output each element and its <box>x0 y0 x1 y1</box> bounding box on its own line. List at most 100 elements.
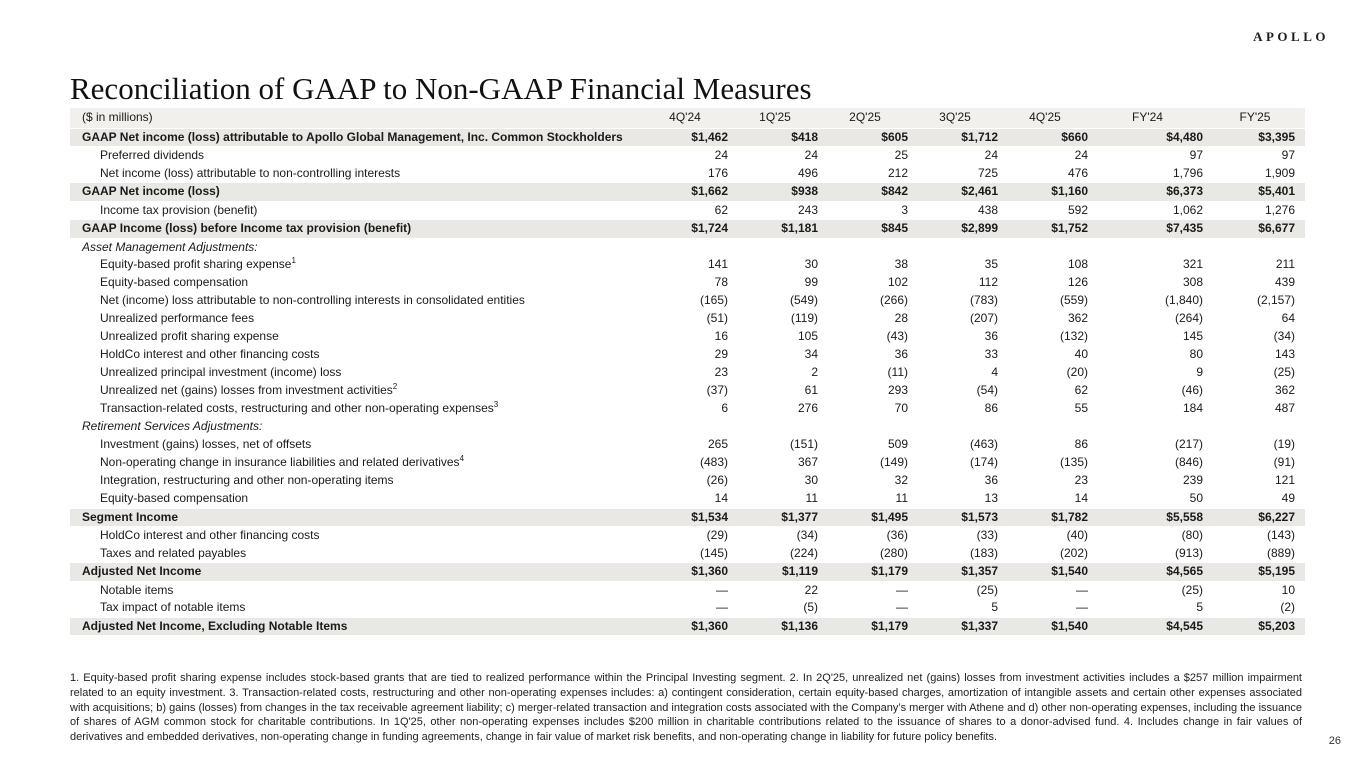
cell-value: (135) <box>1059 455 1088 470</box>
row-label: Unrealized principal investment (income)… <box>100 365 342 380</box>
footnote-ref: 4 <box>459 454 465 464</box>
cell-value: $4,545 <box>1090 616 1205 636</box>
cell-value: (2) <box>1280 600 1295 614</box>
cell-value: 362 <box>1067 311 1088 326</box>
column-header: 4Q'25 <box>1000 108 1090 129</box>
cell-value: 29 <box>714 347 728 362</box>
cell-value <box>1000 418 1090 436</box>
cell-value <box>1205 238 1305 256</box>
row-label: Taxes and related payables <box>100 545 247 560</box>
row-label: Preferred dividends <box>100 148 205 162</box>
cell-value: 487 <box>1274 401 1295 416</box>
cell-value: 36 <box>984 473 998 488</box>
cell-value: $1,662 <box>640 182 730 202</box>
cell-value: 141 <box>707 257 728 272</box>
cell-value: 16 <box>714 329 728 344</box>
cell-value: (2,157) <box>1256 293 1295 308</box>
row-label: Integration, restructuring and other non… <box>100 473 394 488</box>
cell-value: $605 <box>820 127 910 147</box>
cell-value: (549) <box>789 293 818 308</box>
row-label: Income tax provision (benefit) <box>100 202 258 217</box>
row-label: Equity-based compensation <box>100 491 249 505</box>
unit-label: ($ in millions) <box>70 108 640 129</box>
cell-value: — <box>896 582 908 597</box>
cell-value: (119) <box>790 311 818 326</box>
cell-value: 321 <box>1182 257 1203 272</box>
cell-value: $1,360 <box>640 616 730 636</box>
cell-value: $3,395 <box>1205 127 1305 147</box>
cell-value: 438 <box>977 202 998 217</box>
cell-value: (46) <box>1181 383 1203 398</box>
table-row: Transaction-related costs, restructuring… <box>70 400 1305 418</box>
table-row: Investment (gains) losses, net of offset… <box>70 436 1305 454</box>
cell-value: 4 <box>991 365 998 380</box>
row-label: Equity-based profit sharing expense1 <box>100 256 296 272</box>
cell-value: 362 <box>1274 383 1295 398</box>
cell-value: 61 <box>804 383 818 398</box>
cell-value: 40 <box>1074 347 1088 362</box>
cell-value: 112 <box>978 275 998 290</box>
row-label: HoldCo interest and other financing cost… <box>100 528 320 542</box>
row-label: GAAP Net income (loss) attributable to A… <box>70 127 640 147</box>
cell-value: 49 <box>1281 491 1295 505</box>
cell-value: 14 <box>1074 491 1088 505</box>
cell-value: — <box>716 582 728 597</box>
cell-value: (463) <box>969 437 998 452</box>
table-row: Retirement Services Adjustments: <box>70 418 1305 436</box>
cell-value: 212 <box>887 165 908 180</box>
row-label: Net (income) loss attributable to non-co… <box>100 293 525 308</box>
cell-value: (217) <box>1174 437 1203 452</box>
cell-value: 23 <box>714 365 728 380</box>
cell-value: 24 <box>984 148 998 162</box>
table-row: Net (income) loss attributable to non-co… <box>70 292 1305 310</box>
cell-value: $1,573 <box>910 507 1000 527</box>
table-row: GAAP Income (loss) before Income tax pro… <box>70 219 1305 239</box>
cell-value: 25 <box>894 148 908 162</box>
cell-value: 308 <box>1182 275 1203 290</box>
cell-value: (20) <box>1066 365 1088 380</box>
cell-value: $1,495 <box>820 507 910 527</box>
row-label: Retirement Services Adjustments: <box>82 419 263 434</box>
cell-value: 265 <box>707 437 728 452</box>
cell-value: 86 <box>1074 437 1088 452</box>
cell-value: 70 <box>894 401 908 416</box>
cell-value: 22 <box>804 582 818 597</box>
cell-value: (51) <box>706 311 728 326</box>
cell-value: 78 <box>714 275 728 290</box>
cell-value: $1,782 <box>1000 507 1090 527</box>
cell-value: 97 <box>1281 148 1295 162</box>
table-row: GAAP Net income (loss) attributable to A… <box>70 127 1305 147</box>
cell-value: (266) <box>879 293 908 308</box>
cell-value: 50 <box>1189 491 1203 505</box>
table-row: Notable items — 22 — (25) — (25) 10 <box>70 581 1305 599</box>
cell-value: $6,677 <box>1205 219 1305 239</box>
footnotes: 1. Equity-based profit sharing expense i… <box>70 672 1302 744</box>
cell-value: (25) <box>1181 582 1203 597</box>
row-label: Transaction-related costs, restructuring… <box>100 400 499 416</box>
cell-value: (132) <box>1059 329 1088 344</box>
cell-value: $1,136 <box>730 616 820 636</box>
cell-value: 509 <box>887 437 908 452</box>
cell-value: 592 <box>1067 202 1088 217</box>
cell-value: 34 <box>804 347 818 362</box>
cell-value: 184 <box>1182 401 1203 416</box>
cell-value: (165) <box>699 293 728 308</box>
table-row: Asset Management Adjustments: <box>70 238 1305 256</box>
cell-value: $1,337 <box>910 616 1000 636</box>
cell-value: $1,360 <box>640 562 730 582</box>
cell-value: 35 <box>984 257 998 272</box>
cell-value: 143 <box>1274 347 1295 362</box>
row-label: HoldCo interest and other financing cost… <box>100 347 320 362</box>
cell-value <box>1205 418 1305 436</box>
table-row: Unrealized principal investment (income)… <box>70 364 1305 382</box>
row-label: Unrealized performance fees <box>100 311 255 326</box>
cell-value: — <box>716 600 728 614</box>
cell-value: (143) <box>1266 528 1295 542</box>
cell-value: (207) <box>969 311 998 326</box>
cell-value: 1,276 <box>1264 202 1295 217</box>
cell-value: 24 <box>1074 148 1088 162</box>
cell-value <box>640 238 730 256</box>
cell-value: $1,179 <box>820 616 910 636</box>
column-header: 4Q'24 <box>640 108 730 129</box>
cell-value: (889) <box>1266 545 1295 560</box>
